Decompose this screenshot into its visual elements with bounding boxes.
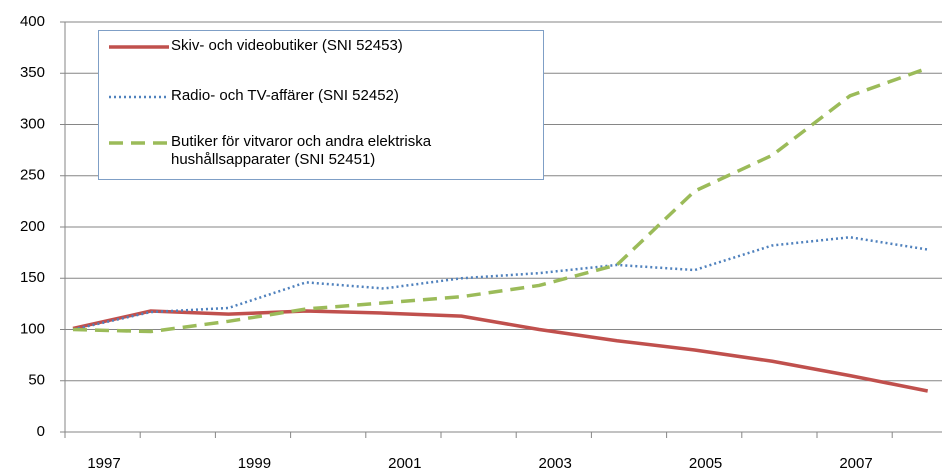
- y-tick-label: 300: [20, 115, 45, 132]
- series-line: [72, 235, 928, 331]
- x-tick-label: 2003: [539, 455, 572, 472]
- y-tick-label: 0: [37, 423, 45, 440]
- y-tick-label: 100: [20, 320, 45, 337]
- legend-entry: Butiker för vitvaror och andra elektrisk…: [107, 133, 541, 169]
- legend-swatch: [109, 45, 169, 49]
- y-tick-label: 150: [20, 269, 45, 286]
- legend-label: Radio- och TV-affärer (SNI 52452): [171, 87, 399, 104]
- legend-entry: Radio- och TV-affärer (SNI 52452): [107, 87, 541, 105]
- legend-entry: Skiv- och videobutiker (SNI 52453): [107, 37, 541, 55]
- x-tick-label: 2001: [388, 455, 421, 472]
- series-line: [72, 66, 929, 334]
- x-tick-label: 1997: [87, 455, 120, 472]
- legend-label: Skiv- och videobutiker (SNI 52453): [171, 37, 403, 54]
- y-tick-label: 50: [28, 372, 45, 389]
- y-tick-label: 250: [20, 167, 45, 184]
- y-tick-label: 350: [20, 64, 45, 81]
- legend: Skiv- och videobutiker (SNI 52453) Radio-…: [98, 30, 544, 180]
- y-tick-label: 400: [20, 13, 45, 30]
- x-tick-label: 1999: [238, 455, 271, 472]
- legend-label: Butiker för vitvaror och andra elektrisk…: [171, 133, 432, 168]
- legend-swatch: [109, 141, 169, 145]
- series-line: [72, 309, 929, 393]
- x-tick-label: 2005: [689, 455, 722, 472]
- y-tick-label: 200: [20, 218, 45, 235]
- legend-swatch: [109, 95, 169, 99]
- x-tick-label: 2007: [839, 455, 872, 472]
